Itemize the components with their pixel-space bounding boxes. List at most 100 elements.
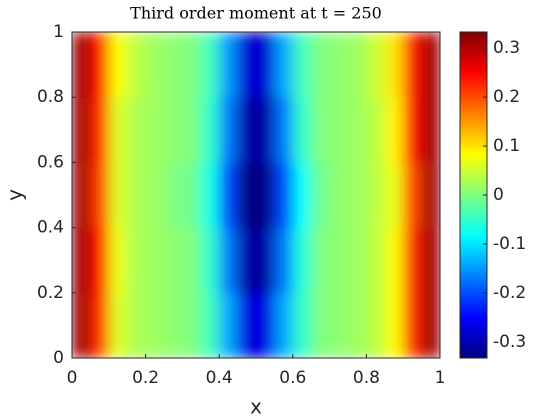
heat-cell bbox=[311, 292, 331, 358]
heat-cell bbox=[108, 97, 128, 163]
x-tick-label: 0.2 bbox=[132, 368, 159, 388]
heat-cell bbox=[348, 97, 367, 163]
heat-cell bbox=[384, 162, 404, 229]
heat-cell bbox=[108, 292, 128, 358]
y-tick-label: 0.4 bbox=[37, 218, 64, 238]
heat-cell bbox=[311, 227, 331, 294]
heat-cell bbox=[200, 97, 220, 163]
heat-cell bbox=[256, 227, 275, 294]
y-tick-label: 0 bbox=[53, 348, 64, 368]
heat-cell bbox=[256, 292, 275, 358]
heat-cell bbox=[72, 32, 91, 98]
heat-cell bbox=[90, 227, 110, 294]
heat-cell bbox=[200, 32, 220, 98]
heat-cell bbox=[274, 32, 294, 98]
heat-cell bbox=[219, 97, 239, 163]
heat-cell bbox=[366, 227, 386, 294]
heat-cell bbox=[145, 227, 165, 294]
heat-cell bbox=[182, 292, 202, 358]
heat-cell bbox=[127, 162, 147, 229]
heat-cell bbox=[200, 162, 220, 229]
heat-cell bbox=[164, 227, 183, 294]
heat-cell bbox=[311, 32, 331, 98]
heat-cell bbox=[384, 292, 404, 358]
heat-cell bbox=[421, 32, 440, 98]
heat-cell bbox=[237, 227, 257, 294]
heat-cell bbox=[348, 162, 367, 229]
heat-cell bbox=[72, 227, 91, 294]
heat-cell bbox=[256, 97, 275, 163]
heat-cell bbox=[237, 97, 257, 163]
x-tick-label: 0.4 bbox=[206, 368, 233, 388]
heat-cell bbox=[384, 227, 404, 294]
y-tick-label: 1 bbox=[53, 22, 64, 42]
heat-cell bbox=[329, 32, 349, 98]
heat-cell bbox=[200, 292, 220, 358]
heat-cell bbox=[403, 227, 423, 294]
heat-cell bbox=[72, 162, 91, 229]
colorbar-tick-label: 0.1 bbox=[493, 136, 520, 156]
heat-cell bbox=[145, 292, 165, 358]
heat-cell bbox=[72, 292, 91, 358]
plot-frame bbox=[71, 31, 441, 359]
heat-cell bbox=[292, 97, 312, 163]
heat-cell bbox=[384, 97, 404, 163]
heat-cell bbox=[256, 162, 275, 229]
colorbar-tick-label: -0.1 bbox=[493, 234, 526, 254]
heat-cell bbox=[292, 32, 312, 98]
heat-cell bbox=[145, 162, 165, 229]
heat-cell bbox=[164, 32, 183, 98]
heat-cell bbox=[329, 162, 349, 229]
heat-cell bbox=[421, 162, 440, 229]
heat-cell bbox=[366, 32, 386, 98]
heat-cell bbox=[90, 32, 110, 98]
x-tick-label: 0.8 bbox=[353, 368, 380, 388]
heat-cell bbox=[403, 292, 423, 358]
heat-cell bbox=[127, 227, 147, 294]
heat-cell bbox=[219, 162, 239, 229]
colorbar-tick-label: 0.2 bbox=[493, 87, 520, 107]
heat-cell bbox=[348, 227, 367, 294]
heat-cell bbox=[90, 162, 110, 229]
colorbar-tick-label: -0.2 bbox=[493, 283, 526, 303]
heat-cell bbox=[403, 162, 423, 229]
heat-cell bbox=[90, 292, 110, 358]
heat-cell bbox=[348, 292, 367, 358]
heat-cell bbox=[421, 292, 440, 358]
heat-cell bbox=[237, 162, 257, 229]
heat-cell bbox=[164, 292, 183, 358]
heat-cell bbox=[274, 162, 294, 229]
heat-cell bbox=[311, 97, 331, 163]
heat-cell bbox=[421, 227, 440, 294]
heat-cell bbox=[90, 97, 110, 163]
heat-cell bbox=[108, 162, 128, 229]
heat-cell bbox=[72, 97, 91, 163]
heat-cell bbox=[182, 32, 202, 98]
colorbar-tick-label: 0 bbox=[493, 185, 504, 205]
heat-cell bbox=[274, 227, 294, 294]
heat-cell bbox=[145, 32, 165, 98]
heat-cell bbox=[164, 97, 183, 163]
heat-cell bbox=[237, 32, 257, 98]
heat-cell bbox=[384, 32, 404, 98]
heat-cell bbox=[421, 97, 440, 163]
heat-cell bbox=[329, 227, 349, 294]
y-axis-label: y bbox=[3, 189, 27, 201]
colorbar-tick-label: 0.3 bbox=[493, 38, 520, 58]
heat-cell bbox=[256, 32, 275, 98]
chart-title: Third order moment at t = 250 bbox=[130, 4, 382, 23]
x-tick-label: 0 bbox=[67, 368, 78, 388]
heat-cell bbox=[274, 97, 294, 163]
y-tick-label: 0.2 bbox=[37, 283, 64, 303]
x-tick-label: 1 bbox=[435, 368, 446, 388]
heat-cell bbox=[219, 227, 239, 294]
heat-cell bbox=[127, 32, 147, 98]
heat-cell bbox=[219, 292, 239, 358]
heat-cell bbox=[182, 227, 202, 294]
heat-cell bbox=[292, 162, 312, 229]
heat-cell bbox=[311, 162, 331, 229]
heat-cell bbox=[292, 292, 312, 358]
heat-cell bbox=[108, 32, 128, 98]
y-tick-label: 0.6 bbox=[37, 152, 64, 172]
